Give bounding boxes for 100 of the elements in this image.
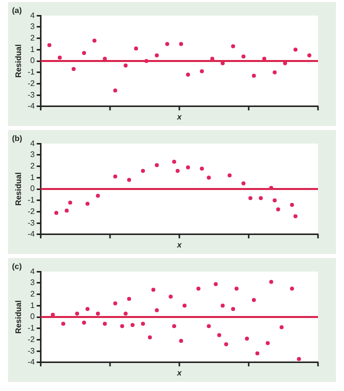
y-tick-label: 0 [30, 56, 36, 66]
point [172, 324, 176, 328]
y-tick-label: -2 [28, 206, 36, 216]
point [151, 288, 156, 292]
chart-title: (c) [12, 262, 22, 272]
y-tick-label: -3 [28, 346, 36, 356]
point [182, 304, 187, 308]
point [54, 210, 58, 215]
point [214, 282, 218, 286]
point [307, 53, 312, 58]
point [255, 351, 260, 356]
point [144, 59, 148, 63]
y-tick-label: 4 [30, 138, 36, 148]
chart-title: (a) [12, 6, 22, 16]
point [82, 51, 86, 56]
point [58, 56, 62, 60]
y-tick-label: 2 [30, 162, 36, 171]
chart-title: (b) [12, 134, 23, 144]
x-axis-title: x [176, 240, 182, 250]
point [127, 296, 132, 301]
point [272, 70, 277, 74]
point [241, 181, 246, 186]
point [124, 64, 128, 68]
y-tick-label: -4 [28, 230, 36, 239]
point [130, 322, 135, 327]
point [113, 174, 118, 179]
y-tick-label: -4 [28, 358, 36, 367]
point [148, 335, 152, 340]
y-tick-label: -4 [28, 102, 36, 111]
point [50, 312, 55, 317]
point [262, 56, 266, 61]
x-axis-title: x [176, 112, 182, 122]
point [280, 325, 284, 330]
point [172, 160, 176, 164]
y-tick-label: 3 [30, 22, 36, 32]
y-tick-label: 3 [30, 278, 36, 288]
point [276, 207, 280, 212]
y-axis-title: Residual [14, 172, 24, 206]
point [86, 202, 90, 206]
point [258, 196, 263, 200]
point [75, 312, 80, 316]
point [96, 312, 100, 316]
y-tick-label: -3 [28, 90, 36, 100]
y-tick-label: -2 [28, 334, 36, 344]
point [168, 294, 173, 299]
point [283, 61, 288, 66]
point [231, 44, 236, 48]
point [102, 56, 107, 61]
point [290, 202, 294, 207]
point [64, 208, 69, 213]
point [248, 196, 252, 200]
point [92, 38, 96, 43]
point [186, 165, 190, 170]
point [252, 74, 256, 78]
point [217, 333, 222, 338]
point [293, 214, 298, 218]
point [196, 286, 200, 291]
point [269, 186, 274, 190]
point [96, 194, 100, 198]
y-tick-label: -1 [28, 324, 36, 333]
point [140, 322, 145, 326]
point [296, 356, 301, 361]
point [113, 88, 118, 93]
point [206, 324, 211, 328]
point [210, 56, 214, 61]
point [86, 307, 90, 312]
point [231, 307, 236, 312]
point [140, 168, 145, 173]
point [61, 322, 66, 326]
y-tick-label: 4 [30, 10, 36, 20]
point [179, 42, 184, 46]
point [293, 48, 298, 52]
point [176, 168, 180, 173]
point [82, 320, 86, 325]
point [102, 322, 107, 326]
point [220, 61, 225, 66]
point [186, 72, 190, 77]
y-tick-label: 1 [30, 44, 36, 54]
y-tick-label: 2 [30, 290, 36, 299]
point [269, 280, 274, 284]
point [68, 200, 72, 205]
point [290, 286, 294, 291]
point [154, 163, 159, 168]
y-tick-label: -3 [28, 218, 36, 228]
y-tick-label: 0 [30, 312, 36, 322]
point [154, 53, 159, 58]
point [134, 46, 138, 51]
point [206, 176, 211, 180]
point [200, 69, 204, 74]
point [241, 54, 246, 58]
point [154, 308, 159, 312]
y-tick-label: 1 [30, 300, 36, 310]
y-tick-label: 0 [30, 184, 36, 194]
y-tick-label: -1 [28, 196, 36, 205]
y-tick-label: 1 [30, 172, 36, 182]
point [124, 312, 128, 316]
point [244, 336, 249, 341]
y-axis-title: Residual [14, 300, 24, 334]
point [113, 301, 118, 306]
point [228, 173, 232, 178]
